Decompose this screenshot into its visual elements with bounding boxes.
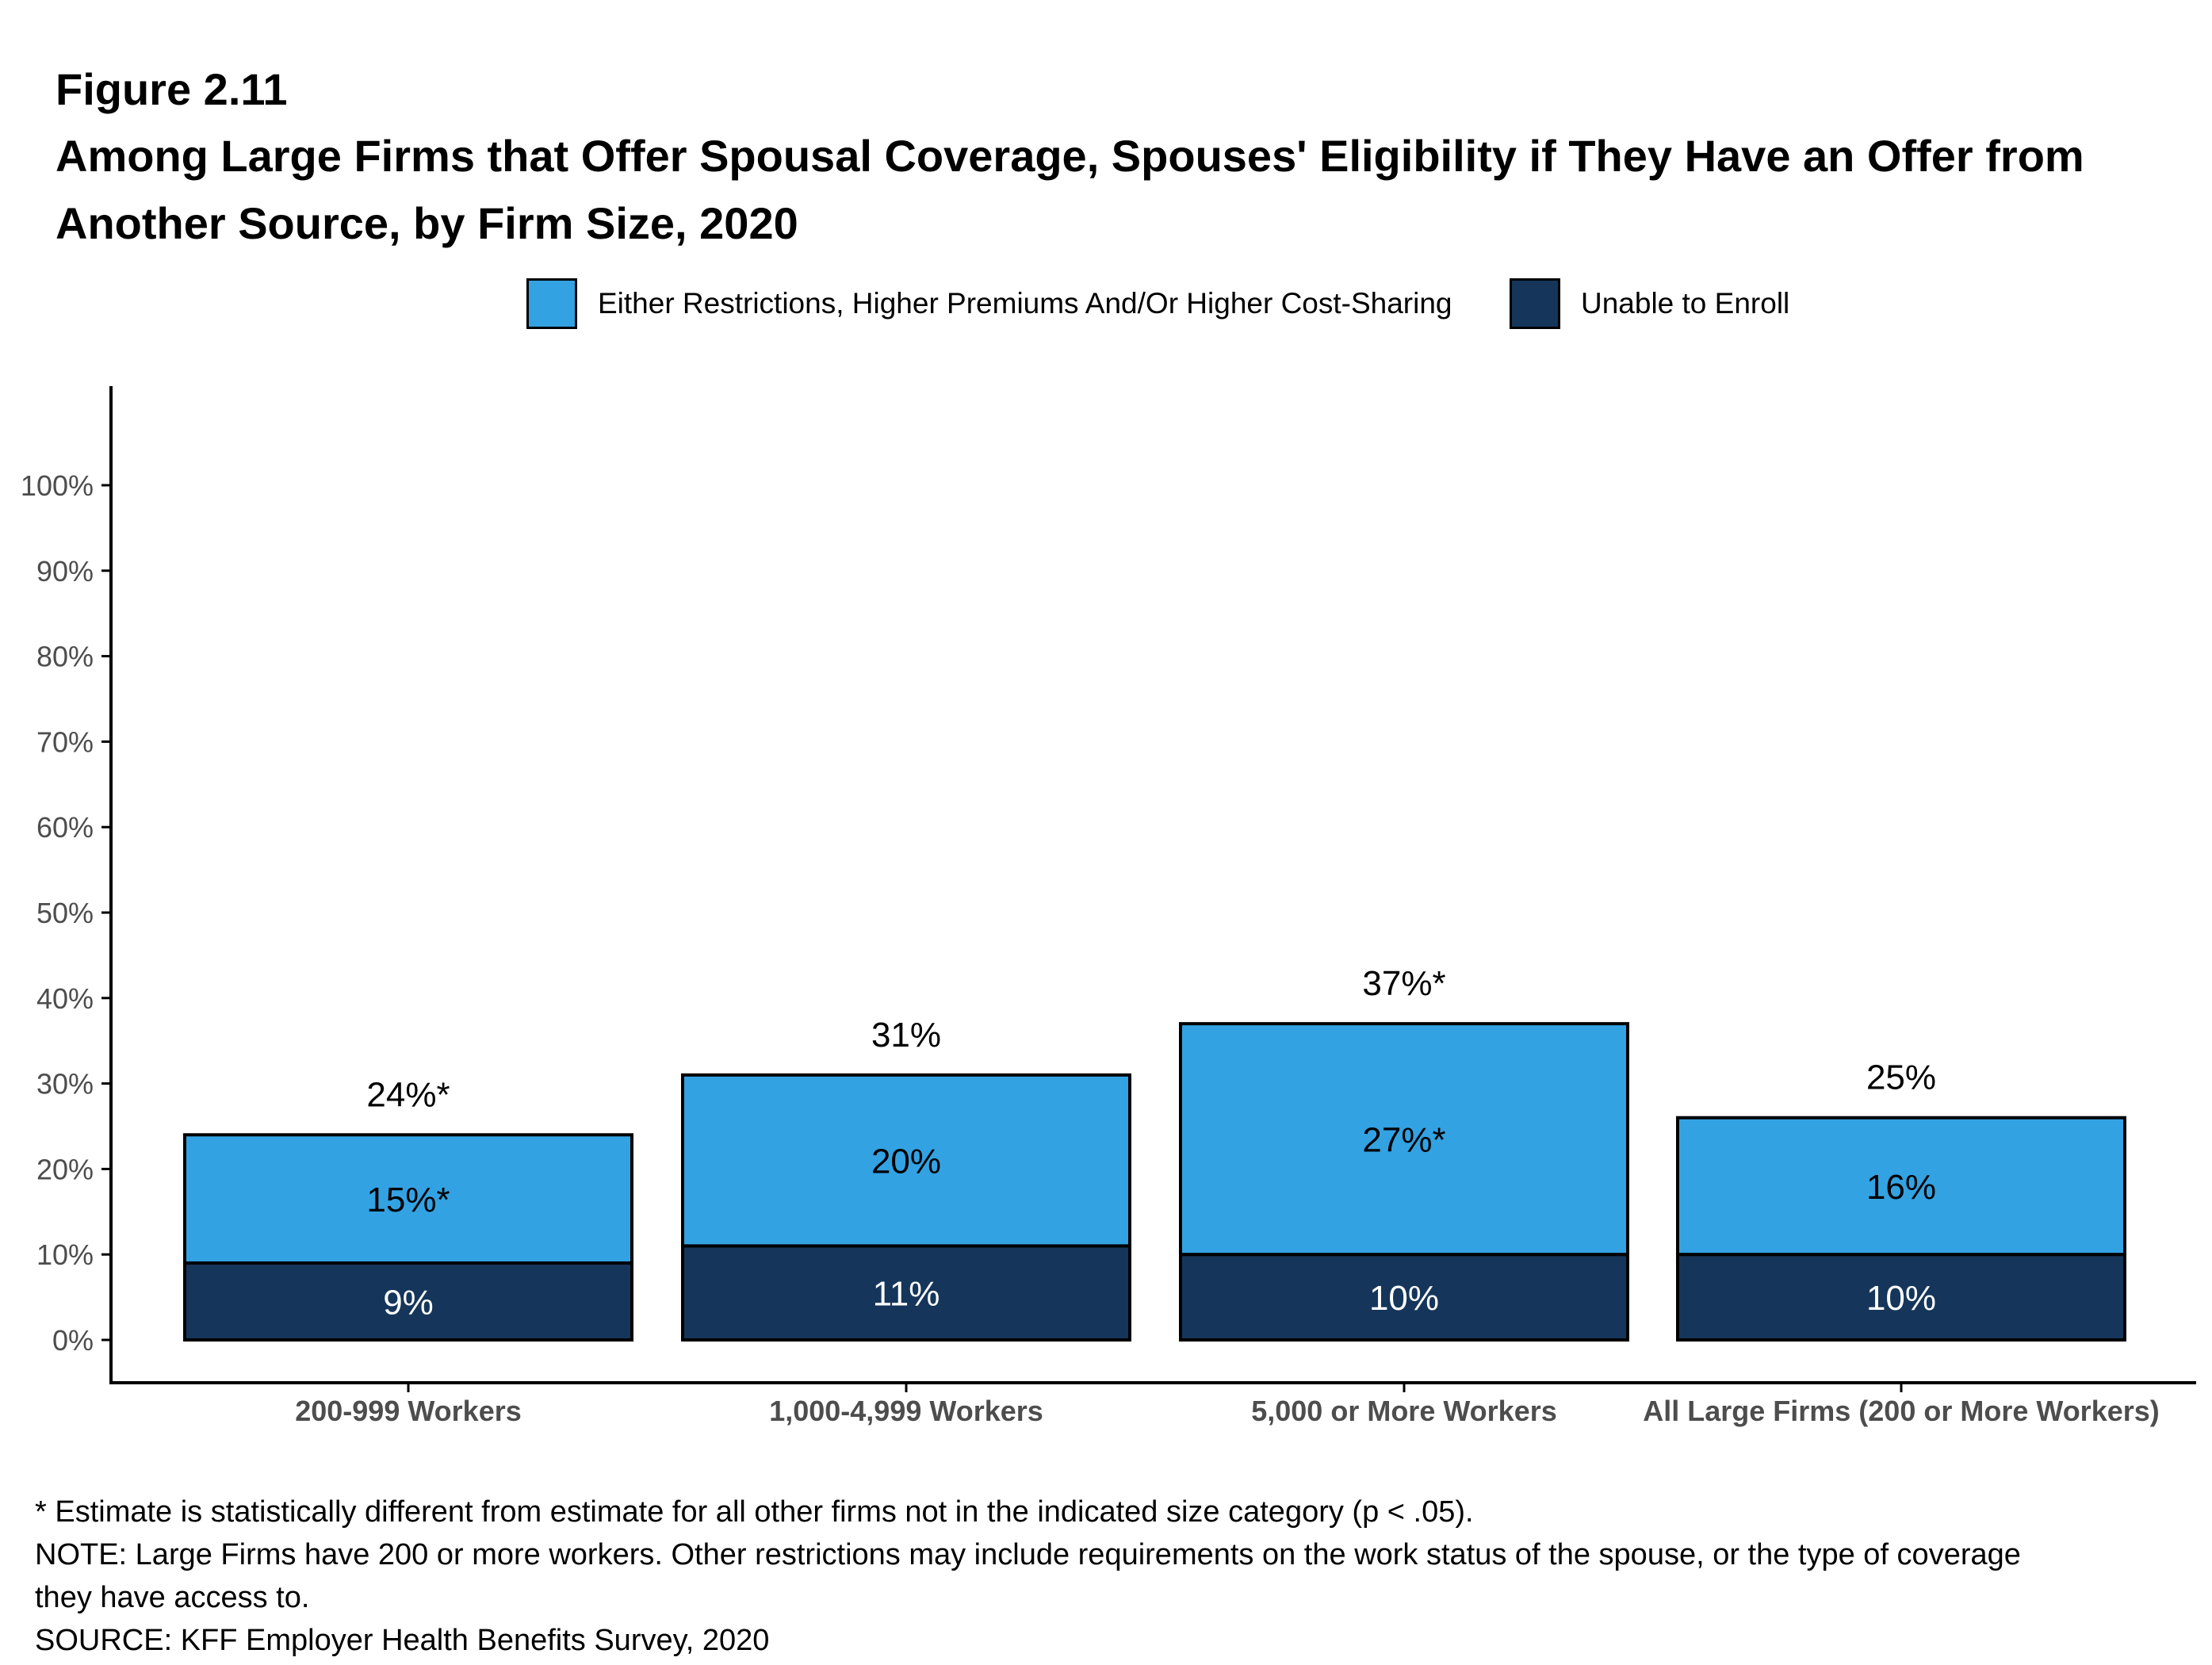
bar-restrictions <box>681 1073 1131 1248</box>
data-label-restrictions: 16% <box>1866 1168 1936 1207</box>
y-tick-label: 0% <box>52 1324 94 1357</box>
bar-unable-to-enroll <box>1676 1253 2126 1342</box>
bar-unable-to-enroll <box>183 1261 633 1342</box>
y-tick-label: 70% <box>36 725 94 758</box>
bar-unable-to-enroll <box>681 1244 1131 1342</box>
x-tick-label: 5,000 or More Workers <box>1251 1395 1557 1427</box>
data-label-restrictions: 27%* <box>1362 1121 1445 1160</box>
data-label-unable: 11% <box>873 1275 940 1314</box>
legend-item-unable: Unable to Enroll <box>1510 276 1789 331</box>
legend-label-restrictions: Either Restrictions, Higher Premiums And… <box>598 287 1452 320</box>
chart-legend: Either Restrictions, Higher Premiums And… <box>0 276 2212 331</box>
bar-restrictions <box>183 1133 633 1265</box>
x-tick-label: 200-999 Workers <box>295 1395 522 1427</box>
legend-label-unable: Unable to Enroll <box>1581 287 1790 320</box>
y-tick-label: 90% <box>36 555 94 588</box>
data-label-total: 31% <box>871 1016 941 1054</box>
footnote-significance: * Estimate is statistically different fr… <box>35 1495 1474 1529</box>
y-tick-label: 60% <box>36 811 94 844</box>
legend-swatch-unable <box>1510 278 1560 329</box>
data-label-unable: 10% <box>1866 1279 1936 1318</box>
bar-restrictions <box>1179 1022 1629 1257</box>
footnote-note: NOTE: Large Firms have 200 or more worke… <box>35 1538 2021 1571</box>
y-tick-label: 50% <box>36 897 94 929</box>
x-tick-label: All Large Firms (200 or More Workers) <box>1643 1395 2160 1427</box>
stacked-bar-chart: 0% 10% 20% 30% 40% 50% 60% 70% 80% 90% 100% 9% 15%* 2… <box>21 386 2196 1427</box>
y-tick-label: 30% <box>36 1068 94 1100</box>
footnote-source: SOURCE: KFF Employer Health Benefits Sur… <box>35 1624 770 1657</box>
data-label-total: 24%* <box>366 1075 450 1114</box>
figure-label: Figure 2.11 <box>55 64 288 114</box>
data-label-unable: 10% <box>1369 1279 1439 1318</box>
y-tick-label: 10% <box>36 1238 94 1271</box>
x-tick-label: 1,000-4,999 Workers <box>769 1395 1043 1427</box>
data-label-total: 37%* <box>1362 964 1445 1003</box>
legend-swatch-restrictions <box>526 278 577 329</box>
y-tick-label: 20% <box>36 1153 94 1185</box>
footnotes: * Estimate is statistically different fr… <box>35 1491 2021 1662</box>
data-label-unable: 9% <box>383 1283 434 1322</box>
footnote-note-continued: they have access to. <box>35 1581 310 1614</box>
y-tick-label: 100% <box>21 469 94 502</box>
y-tick-label: 40% <box>36 982 94 1015</box>
title-block: Figure 2.11 Among Large Firms that Offer… <box>55 57 2196 257</box>
data-label-restrictions: 20% <box>871 1143 941 1181</box>
y-tick-label: 80% <box>36 641 94 673</box>
figure-title: Among Large Firms that Offer Spousal Cov… <box>55 131 2084 248</box>
data-label-restrictions: 15%* <box>366 1181 450 1219</box>
data-label-total: 25% <box>1866 1058 1936 1097</box>
legend-item-restrictions: Either Restrictions, Higher Premiums And… <box>526 276 1452 331</box>
bar-restrictions <box>1676 1116 2126 1257</box>
bar-unable-to-enroll <box>1179 1253 1629 1342</box>
